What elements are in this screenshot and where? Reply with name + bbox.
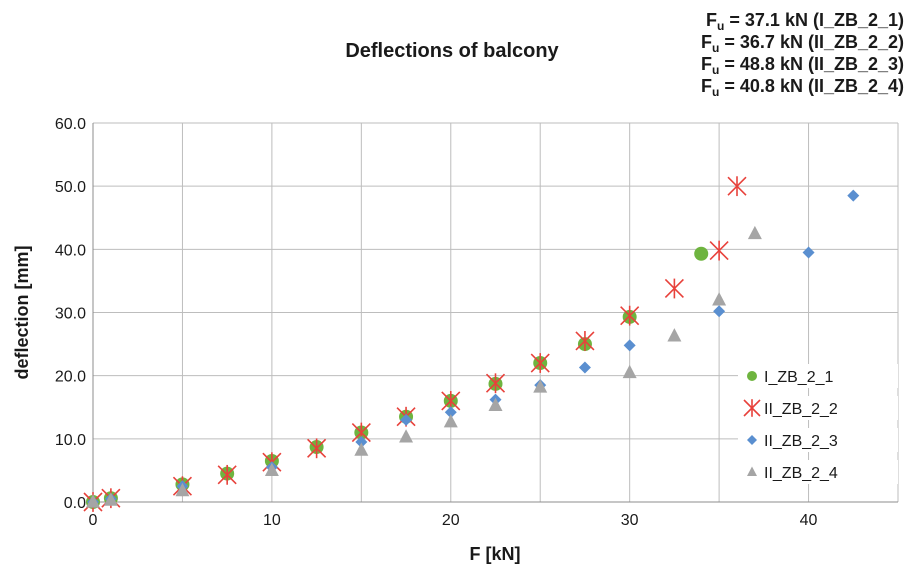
y-tick-label: 50.0 [55, 179, 86, 196]
legend-label: II_ZB_2_2 [764, 401, 838, 418]
data-point-II_ZB_2_4 [533, 379, 548, 393]
grid [92, 122, 899, 502]
data-point-II_ZB_2_2 [664, 278, 684, 299]
data-point-II_ZB_2_2 [727, 176, 747, 197]
y-axis-label: deflection [mm] [12, 245, 32, 379]
ultimate-load-label: Fu = 36.7 kN (II_ZB_2_2) [701, 32, 904, 55]
x-tick-label: 30 [621, 512, 639, 529]
data-point-II_ZB_2_4 [354, 442, 369, 456]
data-point-II_ZB_2_4 [622, 364, 637, 379]
data-point-II_ZB_2_3 [802, 246, 815, 259]
legend-label: II_ZB_2_4 [764, 465, 838, 482]
data-point-II_ZB_2_3 [400, 413, 413, 426]
chart-title: Deflections of balcony [345, 40, 559, 62]
legend-item: II_ZB_2_4 [738, 460, 898, 484]
data-point-II_ZB_2_4 [103, 492, 118, 506]
legend-item: I_ZB_2_1 [738, 364, 898, 388]
legend-item: II_ZB_2_2 [738, 396, 898, 420]
y-tick-label: 10.0 [55, 432, 86, 449]
data-point-II_ZB_2_4 [712, 292, 727, 306]
legend-marker [747, 466, 757, 476]
x-tick-label: 0 [89, 512, 98, 529]
series-II_ZB_2_4 [86, 225, 762, 508]
x-tick-label: 40 [800, 512, 818, 529]
data-point-II_ZB_2_4 [175, 482, 190, 497]
legend-item-background [738, 396, 898, 420]
legend-item-background [738, 364, 898, 388]
legend-label: II_ZB_2_3 [764, 433, 838, 450]
data-point-II_ZB_2_2 [530, 353, 550, 373]
y-tick-label: 60.0 [55, 116, 86, 133]
data-point-II_ZB_2_4 [747, 225, 762, 240]
x-tick-label: 10 [263, 512, 281, 529]
legend-marker [747, 435, 757, 445]
data-point-II_ZB_2_4 [86, 494, 100, 508]
ultimate-load-annotations: Fu = 37.1 kN (I_ZB_2_1)Fu = 36.7 kN (II_… [701, 10, 904, 99]
legend-label: I_ZB_2_1 [764, 369, 833, 386]
data-point-II_ZB_2_3 [623, 339, 636, 352]
ultimate-load-label: Fu = 37.1 kN (I_ZB_2_1) [706, 10, 904, 33]
legend: I_ZB_2_1 II_ZB_2_2 II_ZB_2_3 II_ZB_2_4 [738, 364, 898, 484]
series-II_ZB_2_2 [83, 176, 747, 512]
y-tick-label: 20.0 [55, 369, 86, 386]
data-point-II_ZB_2_4 [667, 328, 682, 342]
data-point-II_ZB_2_4 [399, 429, 414, 443]
y-tick-label: 30.0 [55, 306, 86, 323]
data-point-II_ZB_2_3 [578, 361, 591, 374]
legend-item-background [738, 428, 898, 452]
data-point-II_ZB_2_3 [847, 189, 860, 202]
data-point-II_ZB_2_4 [443, 414, 458, 428]
data-point-II_ZB_2_2 [620, 305, 640, 326]
legend-item-background [738, 460, 898, 484]
x-tick-label: 20 [442, 512, 460, 529]
data-point-II_ZB_2_2 [485, 373, 506, 394]
x-axis-label: F [kN] [470, 544, 521, 564]
tick-labels: 0 10 20 30 40 0.0 10.0 20.0 30.0 40.0 50.0 60.0 [55, 116, 818, 529]
data-point-II_ZB_2_3 [713, 305, 726, 318]
data-points [83, 176, 860, 512]
legend-marker [743, 399, 761, 417]
data-point-I_ZB_2_1 [694, 246, 709, 261]
data-point-II_ZB_2_2 [217, 464, 237, 485]
ultimate-load-label: Fu = 40.8 kN (II_ZB_2_4) [701, 76, 904, 99]
axes [92, 123, 898, 503]
data-point-II_ZB_2_2 [709, 240, 729, 261]
legend-marker [747, 371, 757, 381]
data-point-II_ZB_2_4 [264, 462, 279, 477]
data-point-II_ZB_2_2 [575, 331, 595, 351]
legend-item: II_ZB_2_3 [738, 428, 898, 452]
y-tick-label: 40.0 [55, 242, 86, 259]
ultimate-load-label: Fu = 48.8 kN (II_ZB_2_3) [701, 54, 904, 77]
data-point-II_ZB_2_3 [355, 435, 368, 448]
data-point-II_ZB_2_4 [488, 397, 503, 411]
data-point-II_ZB_2_2 [307, 438, 327, 459]
series-I_ZB_2_1 [86, 246, 709, 509]
y-tick-label: 0.0 [64, 495, 86, 512]
data-point-II_ZB_2_3 [444, 406, 457, 419]
